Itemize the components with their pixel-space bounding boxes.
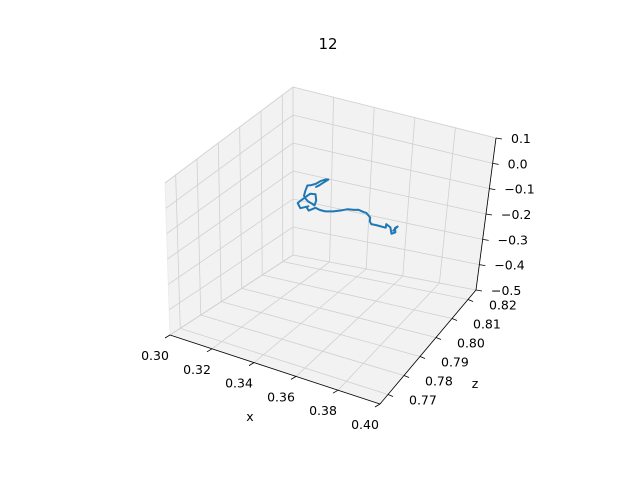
x-axis-line [169, 334, 381, 405]
grid-y-floor-4 [262, 274, 453, 319]
y-tick-1 [403, 375, 410, 378]
z-tick-label-2: −0.1 [504, 182, 534, 197]
grid-z-2 [166, 142, 490, 234]
x-tick-4 [332, 389, 339, 394]
series-line-0 [296, 178, 399, 235]
y-tick-label-1: 0.78 [425, 374, 453, 389]
x-tick-label-3: 0.36 [267, 389, 295, 404]
y-tick-3 [435, 337, 442, 340]
z-tick-0 [495, 137, 503, 140]
grid-z-1 [165, 114, 493, 209]
x-tick-5 [374, 403, 381, 408]
grid-x-floor-3 [295, 275, 404, 377]
y-tick-5 [467, 299, 474, 302]
y-tick-label-2: 0.79 [441, 355, 469, 370]
grid-y-floor-3 [241, 287, 437, 338]
y-tick-label-5: 0.82 [489, 298, 517, 313]
x-tick-3 [290, 376, 297, 380]
z-tick-4 [482, 238, 489, 241]
tick-marks-and-labels: 0.30 0.32 0.34 0.36 0.38 0.40 0.77 0.78 0.79 0.80… [141, 131, 535, 432]
z-tick-5 [479, 264, 486, 267]
x-tick-label-5: 0.40 [351, 417, 379, 432]
z-tick-label-1: 0.0 [508, 156, 528, 171]
grid-z-0 [164, 86, 497, 184]
z-tick-label-6: −0.5 [491, 283, 521, 298]
z-tick-label-4: −0.3 [498, 232, 528, 247]
x-tick-1 [206, 348, 213, 353]
z-tick-3 [485, 213, 493, 216]
grid-lines [164, 86, 497, 405]
y-tick-label-0: 0.77 [409, 393, 437, 408]
z-tick-1 [492, 162, 499, 165]
z-tick-label-5: −0.4 [494, 258, 524, 273]
x-tick-0 [164, 334, 171, 339]
x-tick-label-2: 0.34 [225, 376, 253, 391]
grid-x-floor-1 [211, 261, 330, 350]
x-axis-label: x [246, 409, 253, 424]
grid-x-floor-4 [337, 282, 440, 391]
z-tick-label-0: 0.1 [511, 131, 531, 146]
grid-y-floor-5 [282, 261, 469, 300]
z-axis-label: z [472, 376, 479, 391]
grid-y-floor-0 [180, 327, 389, 395]
x-tick-label-0: 0.30 [141, 348, 169, 363]
grid-y-floor-2 [221, 301, 421, 357]
x-tick-label-1: 0.32 [183, 362, 211, 377]
grid-x-floor-2 [253, 268, 367, 363]
chart-title: 12 [318, 35, 337, 53]
y-tick-4 [451, 318, 458, 321]
series-group [296, 178, 399, 235]
grid-z-4 [168, 198, 483, 285]
z-tick-label-3: −0.2 [501, 207, 531, 222]
y-tick-label-3: 0.80 [457, 336, 485, 351]
z-tick-2 [489, 188, 496, 191]
grid-z-5 [168, 226, 480, 310]
z-tick-6 [475, 289, 483, 292]
y-tick-label-4: 0.81 [473, 317, 501, 332]
x-tick-2 [248, 362, 255, 366]
y-axis-line [379, 289, 477, 405]
grid-z-6 [169, 254, 477, 336]
grid-y-floor-1 [200, 314, 405, 376]
grid-z-3 [167, 170, 487, 260]
y-tick-0 [387, 394, 394, 397]
x-tick-label-4: 0.38 [309, 403, 337, 418]
y-tick-2 [419, 356, 426, 359]
